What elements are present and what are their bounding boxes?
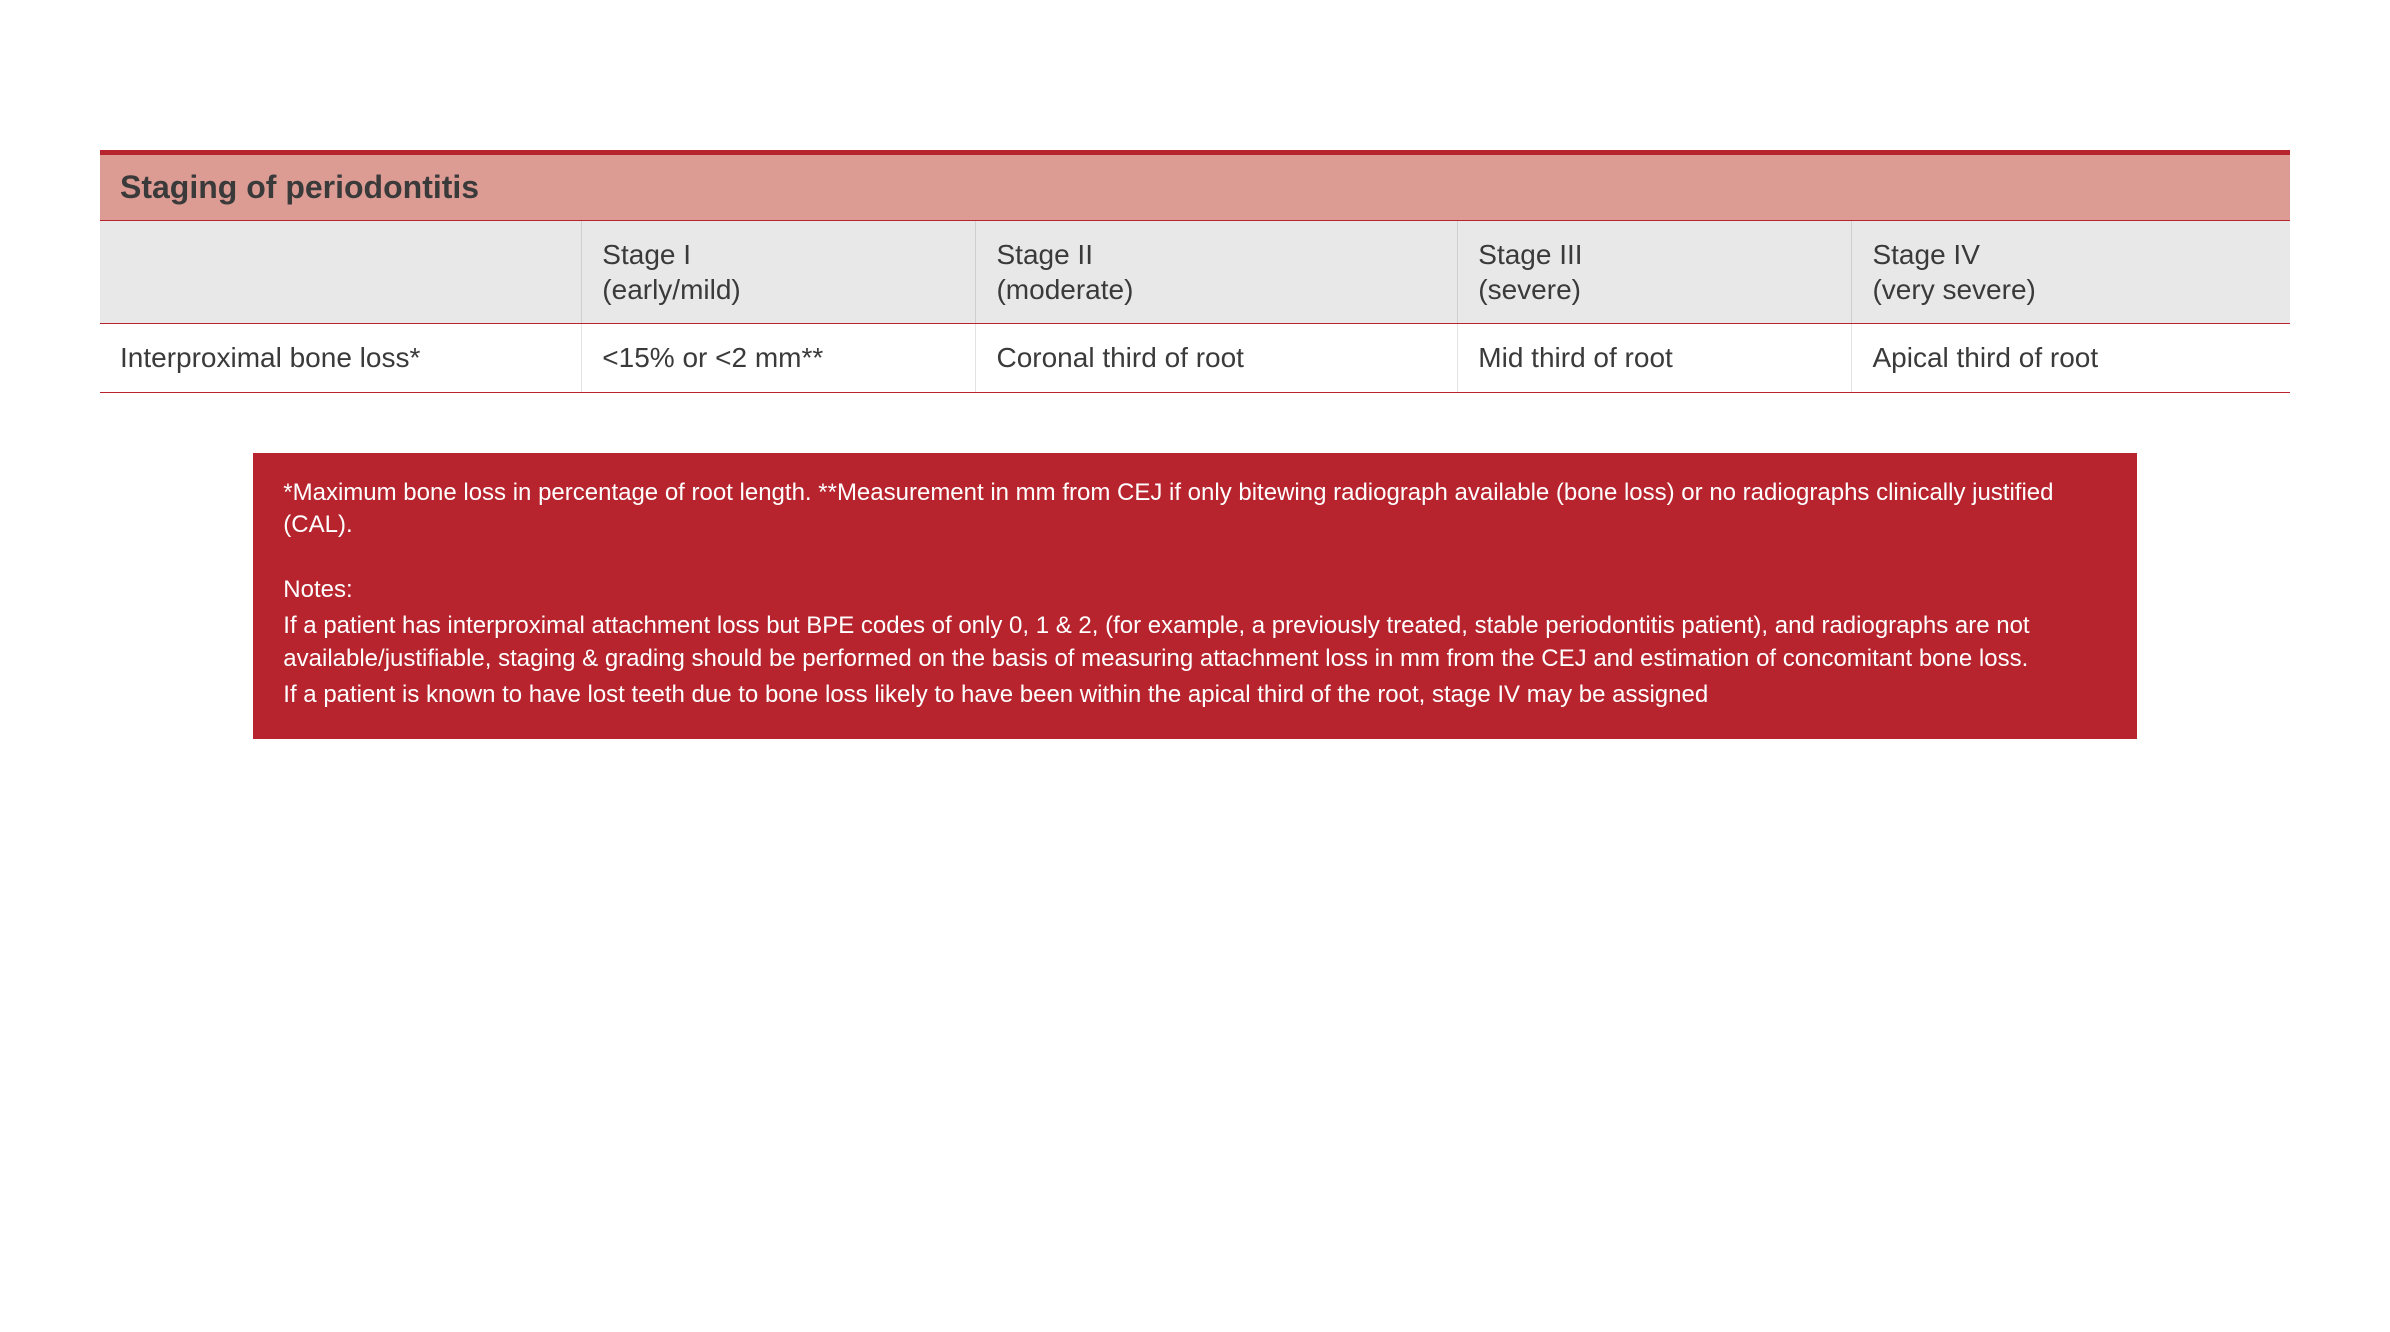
stage-header-blank [100, 221, 582, 324]
stage-name-2: Stage II [996, 237, 1437, 272]
staging-table: Staging of periodontitis Stage I (early/… [100, 150, 2290, 393]
table-title: Staging of periodontitis [100, 153, 2290, 221]
stage-sub-3: (severe) [1478, 272, 1831, 307]
stage-header-3: Stage III (severe) [1458, 221, 1852, 324]
row-val-4: Apical third of root [1852, 324, 2290, 393]
stage-name-4: Stage IV [1872, 237, 2270, 272]
notes-para-2: If a patient is known to have lost teeth… [283, 679, 2106, 711]
stage-name-1: Stage I [602, 237, 955, 272]
stage-sub-4: (very severe) [1872, 272, 2270, 307]
stage-header-4: Stage IV (very severe) [1852, 221, 2290, 324]
row-val-1: <15% or <2 mm** [582, 324, 976, 393]
table-title-row: Staging of periodontitis [100, 153, 2290, 221]
footnote-text: *Maximum bone loss in percentage of root… [283, 477, 2106, 542]
row-val-2: Coronal third of root [976, 324, 1458, 393]
stage-sub-2: (moderate) [996, 272, 1437, 307]
notes-box: *Maximum bone loss in percentage of root… [253, 453, 2136, 739]
row-label: Interproximal bone loss* [100, 324, 582, 393]
row-val-3: Mid third of root [1458, 324, 1852, 393]
notes-heading: Notes: [283, 574, 2106, 606]
stage-name-3: Stage III [1478, 237, 1831, 272]
stage-header-1: Stage I (early/mild) [582, 221, 976, 324]
stage-header-row: Stage I (early/mild) Stage II (moderate)… [100, 221, 2290, 324]
stage-header-2: Stage II (moderate) [976, 221, 1458, 324]
notes-spacer [283, 546, 2106, 574]
data-row: Interproximal bone loss* <15% or <2 mm**… [100, 324, 2290, 393]
stage-sub-1: (early/mild) [602, 272, 955, 307]
notes-para-1: If a patient has interproximal attachmen… [283, 610, 2106, 675]
